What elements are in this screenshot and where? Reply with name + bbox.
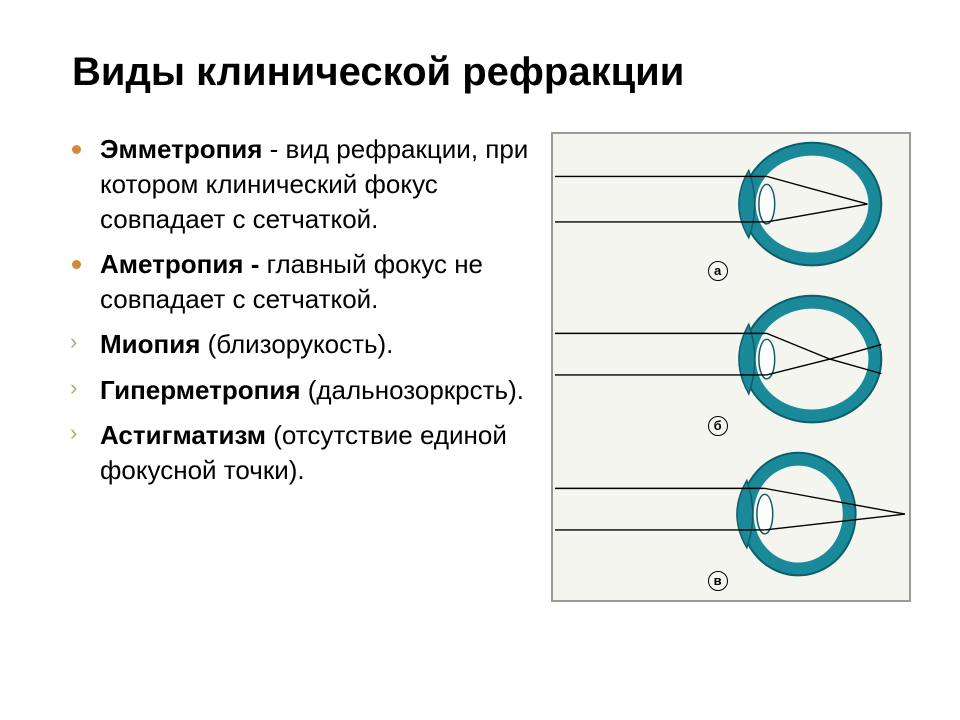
bullet-rest: (близорукость). [208,329,394,359]
eye-row: в [553,444,909,599]
bullet-term: Гиперметропия [100,375,308,405]
bullet-dot-icon [72,260,81,269]
diagram-column: а б в [551,132,920,602]
bullet-item: ›Миопия (близорукость). [72,327,539,362]
diagram-row-label: а [708,261,728,281]
eye-svg [553,289,909,444]
diagram-row-label: б [708,416,728,436]
bullet-term: Миопия [100,329,208,359]
bullet-item: ›Астигматизм (отсутствие единой фокусной… [72,418,539,488]
bullet-rest: (дальнозоркрсть). [308,375,524,405]
bullet-item: Аметропия - главный фокус не совпадает с… [72,247,539,317]
bullet-item: ›Гиперметропия (дальнозоркрсть). [72,373,539,408]
bullet-list: Эмметропия - вид рефракции, при котором … [72,132,539,488]
eye-row: б [553,289,909,444]
bullet-term: Астигматизм [100,420,273,450]
content-row: Эмметропия - вид рефракции, при котором … [72,132,920,602]
bullet-term: Эмметропия [100,134,262,164]
eye-row: а [553,134,909,289]
text-column: Эмметропия - вид рефракции, при котором … [72,132,551,498]
bullet-dot-icon [72,145,81,154]
eye-svg [553,444,909,599]
bullet-term: Аметропия - [100,249,267,279]
slide: Виды клинической рефракции Эмметропия - … [0,0,960,720]
bullet-item: Эмметропия - вид рефракции, при котором … [72,132,539,237]
eye-svg [553,134,909,289]
slide-title: Виды клинической рефракции [72,48,920,96]
refraction-diagram: а б в [551,132,911,602]
diagram-row-label: в [708,571,728,591]
